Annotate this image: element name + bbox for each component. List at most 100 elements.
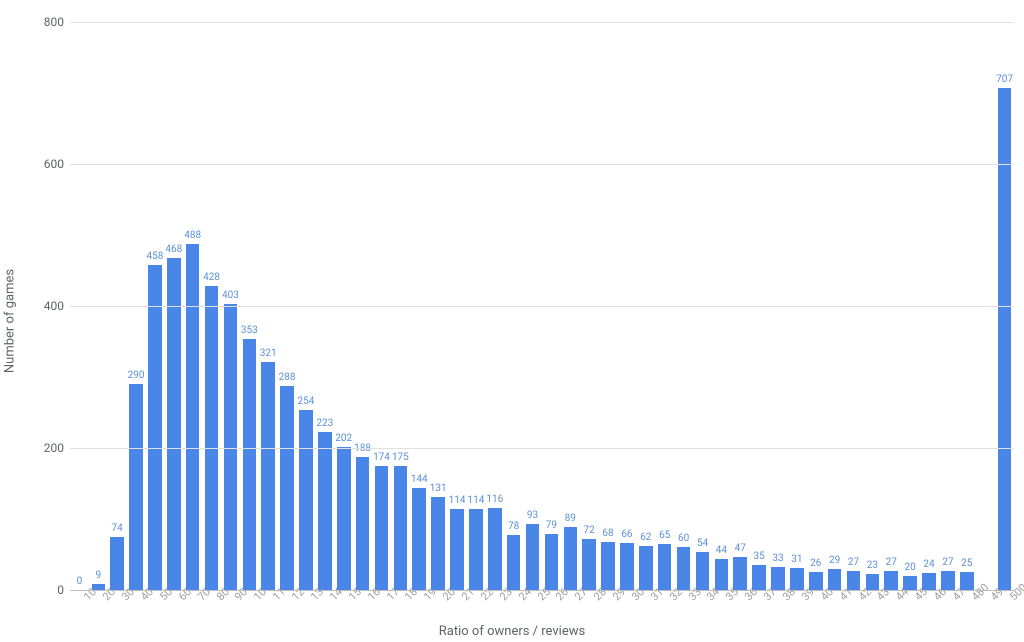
- bar: 488: [186, 244, 200, 590]
- bar-value-label: 26: [810, 558, 821, 569]
- bar: 25: [960, 572, 974, 590]
- bar-value-label: 35: [753, 551, 764, 562]
- bar-value-label: 24: [923, 559, 934, 570]
- bar-value-label: 202: [335, 433, 352, 444]
- bar: 54: [696, 552, 710, 590]
- bar-value-label: 468: [165, 244, 182, 255]
- bar-value-label: 131: [430, 483, 447, 494]
- bar-value-label: 62: [640, 532, 651, 543]
- bar-value-label: 0: [77, 576, 83, 587]
- bar-value-label: 27: [848, 557, 859, 568]
- bar: 175: [394, 466, 408, 590]
- bar: 93: [526, 524, 540, 590]
- bar-value-label: 31: [791, 554, 802, 565]
- bar: 68: [601, 542, 615, 590]
- bar: 20: [903, 576, 917, 590]
- bar: 33: [771, 567, 785, 590]
- bar: 78: [507, 535, 521, 590]
- bar-value-label: 114: [467, 495, 484, 506]
- bar-value-label: 223: [316, 418, 333, 429]
- y-tick-label: 600: [44, 157, 64, 171]
- bar: 72: [582, 539, 596, 590]
- bar-value-label: 47: [735, 543, 746, 554]
- plot-area: 0109207430290404585046860488704288040390…: [70, 22, 1014, 590]
- bar: 131: [431, 497, 445, 590]
- bar: 60: [677, 547, 691, 590]
- bar: 66: [620, 543, 634, 590]
- bar: 24: [922, 573, 936, 590]
- bar: 79: [545, 534, 559, 590]
- bar-value-label: 458: [147, 251, 164, 262]
- bar-value-label: 20: [905, 562, 916, 573]
- bar-value-label: 144: [411, 474, 428, 485]
- bar-value-label: 288: [279, 372, 296, 383]
- bar: 27: [941, 571, 955, 590]
- bar-value-label: 66: [621, 529, 632, 540]
- bar-value-label: 27: [886, 557, 897, 568]
- bar-value-label: 488: [184, 230, 201, 241]
- y-tick-label: 0: [57, 583, 64, 597]
- gridline: [70, 22, 1014, 23]
- bar: 74: [110, 537, 124, 590]
- bar-value-label: 79: [546, 520, 557, 531]
- bar-value-label: 114: [449, 495, 466, 506]
- bar: 35: [752, 565, 766, 590]
- bar: 27: [847, 571, 861, 590]
- bar: 174: [375, 466, 389, 590]
- bar-value-label: 403: [222, 290, 239, 301]
- y-tick-label: 200: [44, 441, 64, 455]
- bar: 44: [715, 559, 729, 590]
- bar-value-label: 174: [373, 452, 390, 463]
- bar-value-label: 116: [486, 494, 503, 505]
- bar: 403: [224, 304, 238, 590]
- bar: 321: [261, 362, 275, 590]
- bar-value-label: 428: [203, 272, 220, 283]
- bar: 188: [356, 457, 370, 590]
- bar-value-label: 44: [716, 545, 727, 556]
- bar-value-label: 60: [678, 533, 689, 544]
- bar-value-label: 9: [95, 570, 101, 581]
- bar: 65: [658, 544, 672, 590]
- bar: 144: [412, 488, 426, 590]
- y-tick-label: 400: [44, 299, 64, 313]
- bar-value-label: 54: [697, 538, 708, 549]
- bar-value-label: 353: [241, 325, 258, 336]
- bar-value-label: 65: [659, 530, 670, 541]
- gridline: [70, 306, 1014, 307]
- bar: 31: [790, 568, 804, 590]
- bar-value-label: 89: [565, 513, 576, 524]
- bar-value-label: 707: [996, 74, 1013, 85]
- bar: 62: [639, 546, 653, 590]
- bar: 202: [337, 447, 351, 590]
- bar: 47: [733, 557, 747, 590]
- bar: 29: [828, 569, 842, 590]
- bar: 290: [129, 384, 143, 590]
- bar: 89: [564, 527, 578, 590]
- bar-value-label: 68: [602, 528, 613, 539]
- bar-value-label: 72: [584, 525, 595, 536]
- bar-value-label: 93: [527, 510, 538, 521]
- bar: 26: [809, 572, 823, 590]
- y-axis-title: Number of games: [3, 269, 18, 373]
- bar: 458: [148, 265, 162, 590]
- bar-value-label: 27: [942, 557, 953, 568]
- bar: 468: [167, 258, 181, 590]
- bar: 114: [450, 509, 464, 590]
- bar: 254: [299, 410, 313, 590]
- bar: 114: [469, 509, 483, 590]
- x-axis-title: Ratio of owners / reviews: [439, 624, 585, 639]
- bar: 288: [280, 386, 294, 590]
- bar: 23: [866, 574, 880, 590]
- bar-value-label: 175: [392, 452, 409, 463]
- bar: 353: [243, 339, 257, 590]
- gridline: [70, 590, 1014, 591]
- bar-value-label: 290: [128, 370, 145, 381]
- histogram-chart: Number of games Ratio of owners / review…: [0, 0, 1024, 642]
- y-tick-label: 800: [44, 15, 64, 29]
- bar-value-label: 78: [508, 521, 519, 532]
- bar: 27: [884, 571, 898, 590]
- bar: 223: [318, 432, 332, 590]
- bar-value-label: 25: [961, 558, 972, 569]
- gridline: [70, 448, 1014, 449]
- bar-value-label: 29: [829, 555, 840, 566]
